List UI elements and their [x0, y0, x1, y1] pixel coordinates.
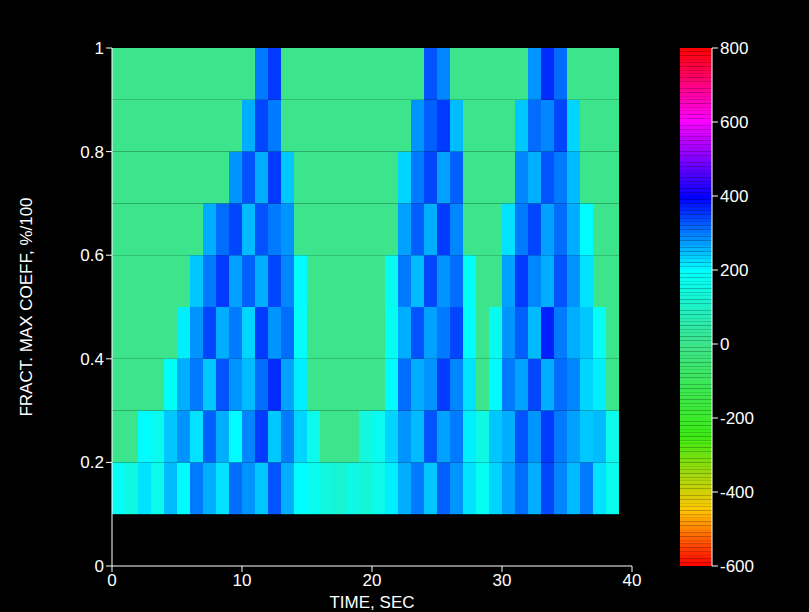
- svg-text:0.2: 0.2: [80, 453, 104, 472]
- svg-text:40: 40: [623, 571, 642, 590]
- svg-text:0: 0: [95, 557, 104, 576]
- svg-text:0: 0: [107, 571, 116, 590]
- svg-text:0.6: 0.6: [80, 246, 104, 265]
- svg-text:1: 1: [95, 39, 104, 58]
- svg-text:0.8: 0.8: [80, 143, 104, 162]
- svg-text:TIME, SEC: TIME, SEC: [329, 593, 414, 612]
- svg-text:-200: -200: [720, 409, 754, 428]
- svg-text:0: 0: [720, 335, 729, 354]
- svg-text:10: 10: [233, 571, 252, 590]
- svg-text:0.4: 0.4: [80, 350, 104, 369]
- svg-text:20: 20: [363, 571, 382, 590]
- svg-text:-400: -400: [720, 483, 754, 502]
- svg-text:400: 400: [720, 187, 748, 206]
- svg-text:200: 200: [720, 261, 748, 280]
- svg-text:FRACT. MAX COEFF, %/100: FRACT. MAX COEFF, %/100: [17, 197, 36, 416]
- svg-text:800: 800: [720, 39, 748, 58]
- svg-text:30: 30: [493, 571, 512, 590]
- svg-text:-600: -600: [720, 557, 754, 576]
- svg-text:600: 600: [720, 113, 748, 132]
